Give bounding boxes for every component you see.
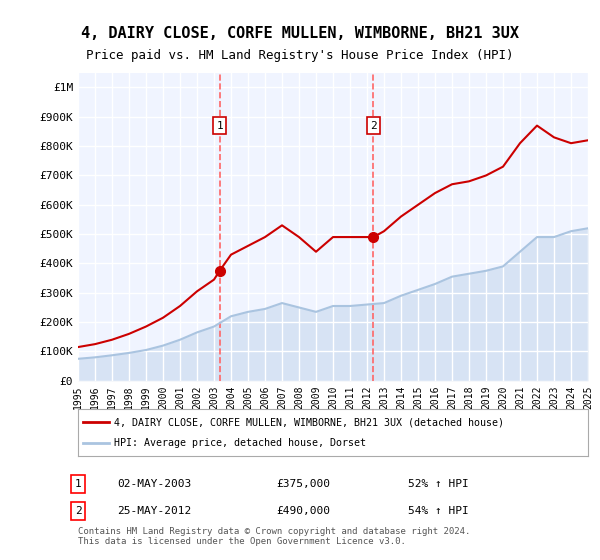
Text: £490,000: £490,000 [276, 506, 330, 516]
Text: Contains HM Land Registry data © Crown copyright and database right 2024.
This d: Contains HM Land Registry data © Crown c… [78, 526, 470, 546]
Text: 4, DAIRY CLOSE, CORFE MULLEN, WIMBORNE, BH21 3UX (detached house): 4, DAIRY CLOSE, CORFE MULLEN, WIMBORNE, … [114, 417, 504, 427]
Text: Price paid vs. HM Land Registry's House Price Index (HPI): Price paid vs. HM Land Registry's House … [86, 49, 514, 63]
Text: 1: 1 [216, 120, 223, 130]
Text: 02-MAY-2003: 02-MAY-2003 [117, 479, 191, 489]
Text: 2: 2 [74, 506, 82, 516]
Text: 4, DAIRY CLOSE, CORFE MULLEN, WIMBORNE, BH21 3UX: 4, DAIRY CLOSE, CORFE MULLEN, WIMBORNE, … [81, 26, 519, 41]
Text: HPI: Average price, detached house, Dorset: HPI: Average price, detached house, Dors… [114, 438, 366, 448]
Text: 1: 1 [74, 479, 82, 489]
Text: 2: 2 [370, 120, 377, 130]
Text: 52% ↑ HPI: 52% ↑ HPI [408, 479, 469, 489]
Text: 54% ↑ HPI: 54% ↑ HPI [408, 506, 469, 516]
Text: £375,000: £375,000 [276, 479, 330, 489]
Text: 25-MAY-2012: 25-MAY-2012 [117, 506, 191, 516]
